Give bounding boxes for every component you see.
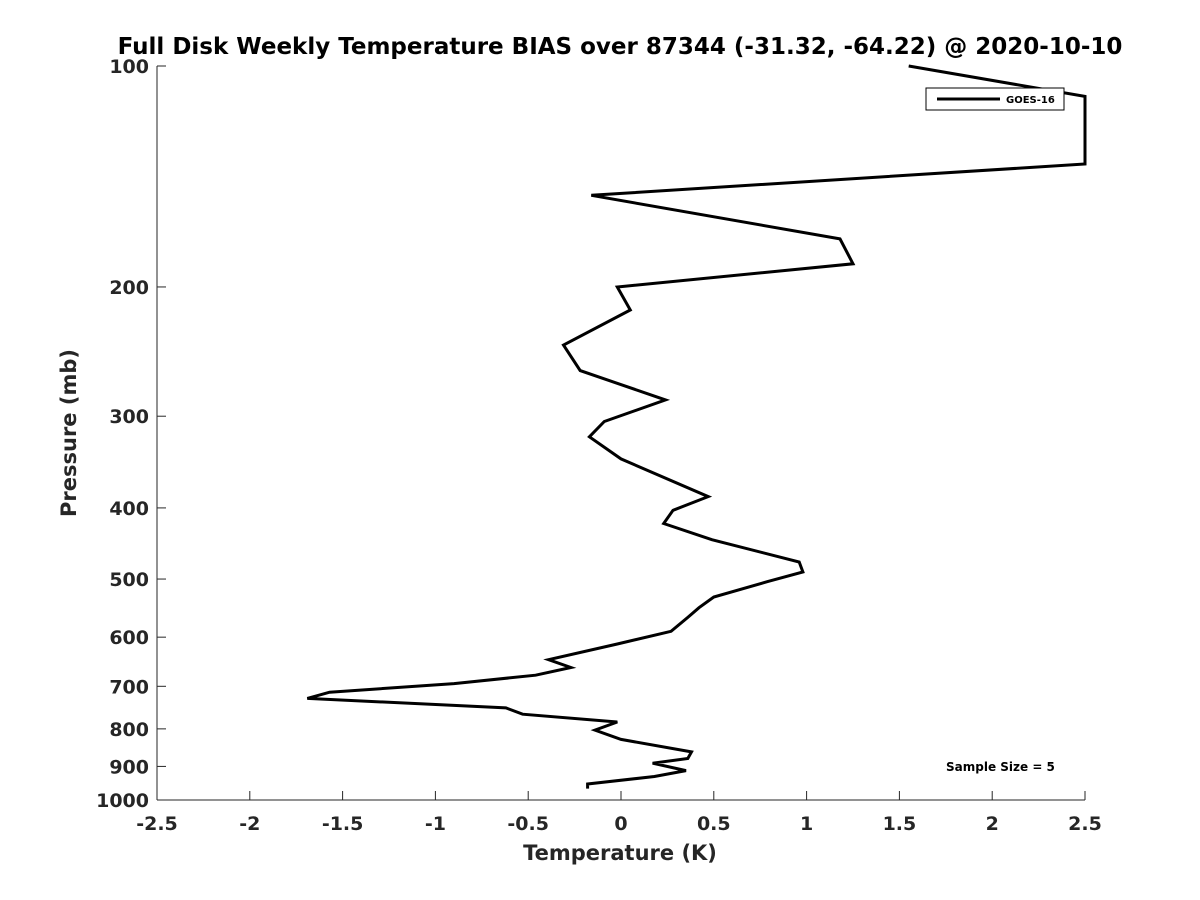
y-tick-label: 700 (109, 676, 149, 698)
x-tick-label: -0.5 (507, 813, 549, 835)
x-tick-label: -1 (425, 813, 446, 835)
x-tick-label: -2 (239, 813, 260, 835)
x-tick-label: 2.5 (1068, 813, 1102, 835)
y-tick-label: 800 (109, 719, 149, 741)
series-layer (306, 64, 1087, 789)
y-tick-label: 300 (109, 406, 149, 428)
x-axis-label: Temperature (K) (523, 841, 717, 865)
x-tick-label: -1.5 (322, 813, 364, 835)
y-tick-label: 100 (109, 56, 149, 78)
x-axis-ticks: -2.5 -2 -1.5 -1 -0.5 0 0.5 1 1.5 2 2.5 (136, 791, 1102, 835)
y-axis-label: Pressure (mb) (57, 349, 81, 517)
y-tick-label: 400 (109, 498, 149, 520)
legend-label: GOES-16 (1006, 95, 1055, 106)
chart-title: Full Disk Weekly Temperature BIAS over 8… (118, 34, 1123, 60)
y-tick-label: 200 (109, 277, 149, 299)
y-tick-label: 600 (109, 627, 149, 649)
y-tick-label: 900 (109, 756, 149, 778)
x-tick-label: -2.5 (136, 813, 178, 835)
x-tick-label: 1.5 (883, 813, 917, 835)
x-tick-label: 0.5 (697, 813, 731, 835)
sample-size-annotation: Sample Size = 5 (946, 760, 1055, 774)
x-tick-label: 1 (800, 813, 813, 835)
y-tick-label: 1000 (96, 790, 149, 812)
series-line-goes-16 (306, 64, 1087, 789)
x-tick-label: 2 (986, 813, 999, 835)
legend: GOES-16 (925, 87, 1065, 111)
x-tick-label: 0 (614, 813, 627, 835)
y-tick-label: 500 (109, 569, 149, 591)
y-axis-ticks: 100 200 300 400 500 600 700 800 900 1000 (96, 56, 166, 812)
